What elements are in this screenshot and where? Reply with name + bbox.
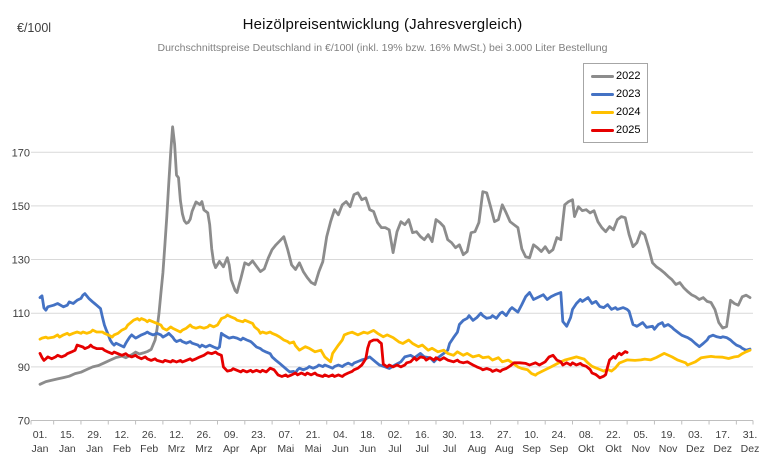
svg-text:Apr: Apr — [250, 443, 267, 455]
legend-line-sample-2022 — [591, 74, 614, 78]
svg-text:Mrz: Mrz — [195, 443, 213, 455]
svg-text:90: 90 — [18, 362, 30, 374]
svg-text:21.: 21. — [306, 429, 321, 441]
svg-text:Jun: Jun — [332, 443, 349, 455]
legend-label-2022: 2022 — [616, 70, 641, 82]
svg-text:Mai: Mai — [277, 443, 294, 455]
svg-text:26.: 26. — [197, 429, 212, 441]
svg-text:Jul: Jul — [388, 443, 401, 455]
legend-line-sample-2025 — [591, 128, 614, 132]
series-line-2022 — [38, 125, 752, 386]
svg-text:31.: 31. — [743, 429, 758, 441]
svg-text:01.: 01. — [33, 429, 48, 441]
svg-text:Dez: Dez — [741, 443, 760, 455]
svg-text:02.: 02. — [388, 429, 403, 441]
svg-text:16.: 16. — [415, 429, 430, 441]
x-axis-line — [30, 420, 754, 425]
legend-label-2024: 2024 — [616, 106, 641, 118]
svg-text:Jan: Jan — [32, 443, 49, 455]
svg-text:Jan: Jan — [86, 443, 103, 455]
svg-text:13.: 13. — [470, 429, 485, 441]
svg-text:18.: 18. — [360, 429, 375, 441]
svg-text:30.: 30. — [442, 429, 457, 441]
legend-line-sample-2023 — [591, 92, 614, 96]
svg-text:Jan: Jan — [59, 443, 76, 455]
series-line-2024 — [38, 313, 752, 377]
svg-text:04.: 04. — [333, 429, 348, 441]
svg-text:130: 130 — [12, 255, 30, 267]
svg-text:Mrz: Mrz — [168, 443, 186, 455]
svg-text:Dez: Dez — [686, 443, 705, 455]
legend-item-2023: 2023 — [591, 88, 640, 100]
svg-text:Dez: Dez — [713, 443, 732, 455]
svg-text:10.: 10. — [524, 429, 539, 441]
legend: 2022 2023 2024 2025 — [583, 63, 649, 143]
svg-text:Okt: Okt — [605, 443, 621, 455]
svg-text:Aug: Aug — [468, 443, 487, 455]
svg-text:09.: 09. — [224, 429, 239, 441]
svg-text:08.: 08. — [579, 429, 594, 441]
svg-text:Apr: Apr — [223, 443, 240, 455]
chart-subtitle: Durchschnittspreise Deutschland in €/100… — [157, 42, 608, 54]
svg-text:19.: 19. — [661, 429, 676, 441]
svg-text:27.: 27. — [497, 429, 512, 441]
svg-text:15.: 15. — [60, 429, 75, 441]
svg-text:Jun: Jun — [359, 443, 376, 455]
svg-text:12.: 12. — [115, 429, 130, 441]
svg-text:Nov: Nov — [659, 443, 678, 455]
legend-item-2022: 2022 — [591, 70, 640, 82]
svg-text:Nov: Nov — [631, 443, 650, 455]
svg-text:24.: 24. — [552, 429, 567, 441]
legend-label-2025: 2025 — [616, 124, 641, 136]
svg-text:07.: 07. — [278, 429, 293, 441]
svg-text:29.: 29. — [87, 429, 102, 441]
svg-text:Feb: Feb — [140, 443, 158, 455]
svg-text:Jul: Jul — [443, 443, 456, 455]
svg-text:26.: 26. — [142, 429, 157, 441]
svg-text:110: 110 — [12, 308, 30, 320]
legend-line-sample-2024 — [591, 110, 614, 114]
svg-text:03.: 03. — [688, 429, 703, 441]
svg-text:Sep: Sep — [522, 443, 541, 455]
x-axis-labels: 01. Jan 15. Jan 29. Jan 12. Feb 26. Feb 12. Mrz 26. M… — [32, 429, 760, 455]
svg-text:17.: 17. — [715, 429, 730, 441]
svg-text:Feb: Feb — [113, 443, 131, 455]
svg-text:23.: 23. — [251, 429, 266, 441]
legend-item-2024: 2024 — [591, 106, 640, 118]
svg-text:22.: 22. — [606, 429, 621, 441]
svg-text:Sep: Sep — [550, 443, 569, 455]
series-line-2023 — [38, 291, 752, 375]
svg-text:12.: 12. — [169, 429, 184, 441]
legend-item-2025: 2025 — [591, 124, 640, 136]
svg-text:Aug: Aug — [495, 443, 514, 455]
svg-text:70: 70 — [18, 416, 30, 428]
series-line-2025 — [38, 338, 629, 380]
svg-text:05.: 05. — [633, 429, 648, 441]
chart-title: Heizölpreisentwicklung (Jahresvergleich) — [242, 16, 523, 33]
y-axis-labels: 70 90 110 130 150 170 — [12, 147, 30, 427]
svg-text:170: 170 — [12, 147, 30, 159]
svg-text:150: 150 — [12, 201, 30, 213]
svg-text:Okt: Okt — [578, 443, 594, 455]
y-axis-unit-label: €/100l — [17, 21, 52, 35]
svg-text:Jul: Jul — [416, 443, 429, 455]
legend-label-2023: 2023 — [616, 88, 641, 100]
svg-text:Mai: Mai — [305, 443, 322, 455]
